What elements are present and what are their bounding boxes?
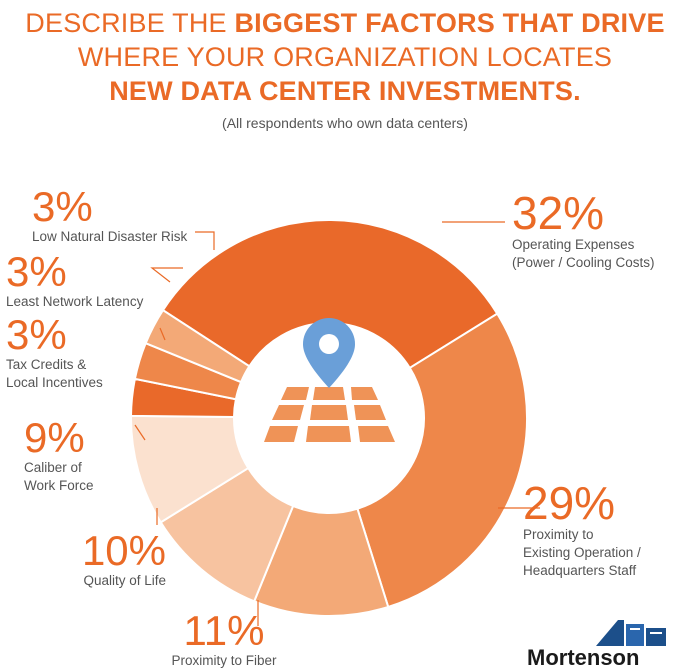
slice-name-label: Local Incentives	[6, 375, 103, 390]
label-network-latency: 3% Least Network Latency	[6, 251, 143, 311]
slice-pct-label: 29%	[523, 477, 616, 529]
slice-name-label: Tax Credits &	[6, 357, 87, 372]
slice-pct-label: 10%	[81, 527, 166, 574]
slice-name-label: (Power / Cooling Costs)	[512, 255, 655, 270]
slice-name-label: Low Natural Disaster Risk	[32, 229, 188, 244]
label-operating-expenses: 32% Operating Expenses (Power / Cooling …	[512, 190, 655, 272]
slice-pct-label: 9%	[24, 414, 85, 461]
slice-name-label: Headquarters Staff	[523, 563, 637, 578]
label-quality-of-life: 10% Quality of Life	[66, 530, 166, 590]
chart-subtitle: (All respondents who own data centers)	[222, 115, 468, 131]
chart-title: DESCRIBE THE BIGGEST FACTORS THAT DRIVE …	[0, 6, 690, 108]
slice-pct-label: 3%	[6, 248, 67, 295]
slice-name-label: Caliber of	[24, 460, 82, 475]
mortenson-logo-icon	[596, 620, 666, 646]
title-line-1: DESCRIBE THE BIGGEST FACTORS THAT DRIVE	[25, 8, 665, 38]
slice-pct-label: 11%	[183, 607, 265, 654]
leader-line	[159, 327, 166, 341]
label-tax-credits: 3% Tax Credits & Local Incentives	[6, 314, 103, 392]
map-pin-icon	[234, 318, 424, 513]
slice-name-label: Least Network Latency	[6, 294, 144, 309]
slice-name-label: Existing Operation /	[523, 545, 641, 560]
label-caliber-workforce: 9% Caliber of Work Force	[24, 417, 94, 495]
title-line-2: WHERE YOUR ORGANIZATION LOCATES	[77, 42, 613, 72]
slice-name-label: Proximity to Fiber	[171, 653, 277, 668]
mortenson-logo: Mortenson	[527, 645, 640, 670]
leader-line	[150, 267, 183, 283]
slice-pct-label: 32%	[512, 187, 605, 239]
slice-name-label: Proximity to	[523, 527, 594, 542]
title-line-3: NEW DATA CENTER INVESTMENTS.	[109, 76, 581, 106]
label-disaster-risk: 3% Low Natural Disaster Risk	[32, 186, 187, 246]
slice-name-label: Work Force	[24, 478, 94, 493]
slice-name-label: Operating Expenses	[512, 237, 635, 252]
slice-pct-label: 3%	[6, 311, 67, 358]
slice-pct-label: 3%	[32, 183, 93, 230]
label-proximity-fiber: 11% Proximity to Fiber	[159, 610, 289, 670]
leader-line	[134, 424, 146, 441]
leader-line	[195, 231, 215, 250]
slice-name-label: Quality of Life	[83, 573, 166, 588]
label-proximity-hq: 29% Proximity to Existing Operation / He…	[523, 480, 641, 580]
map-icon	[264, 387, 395, 442]
